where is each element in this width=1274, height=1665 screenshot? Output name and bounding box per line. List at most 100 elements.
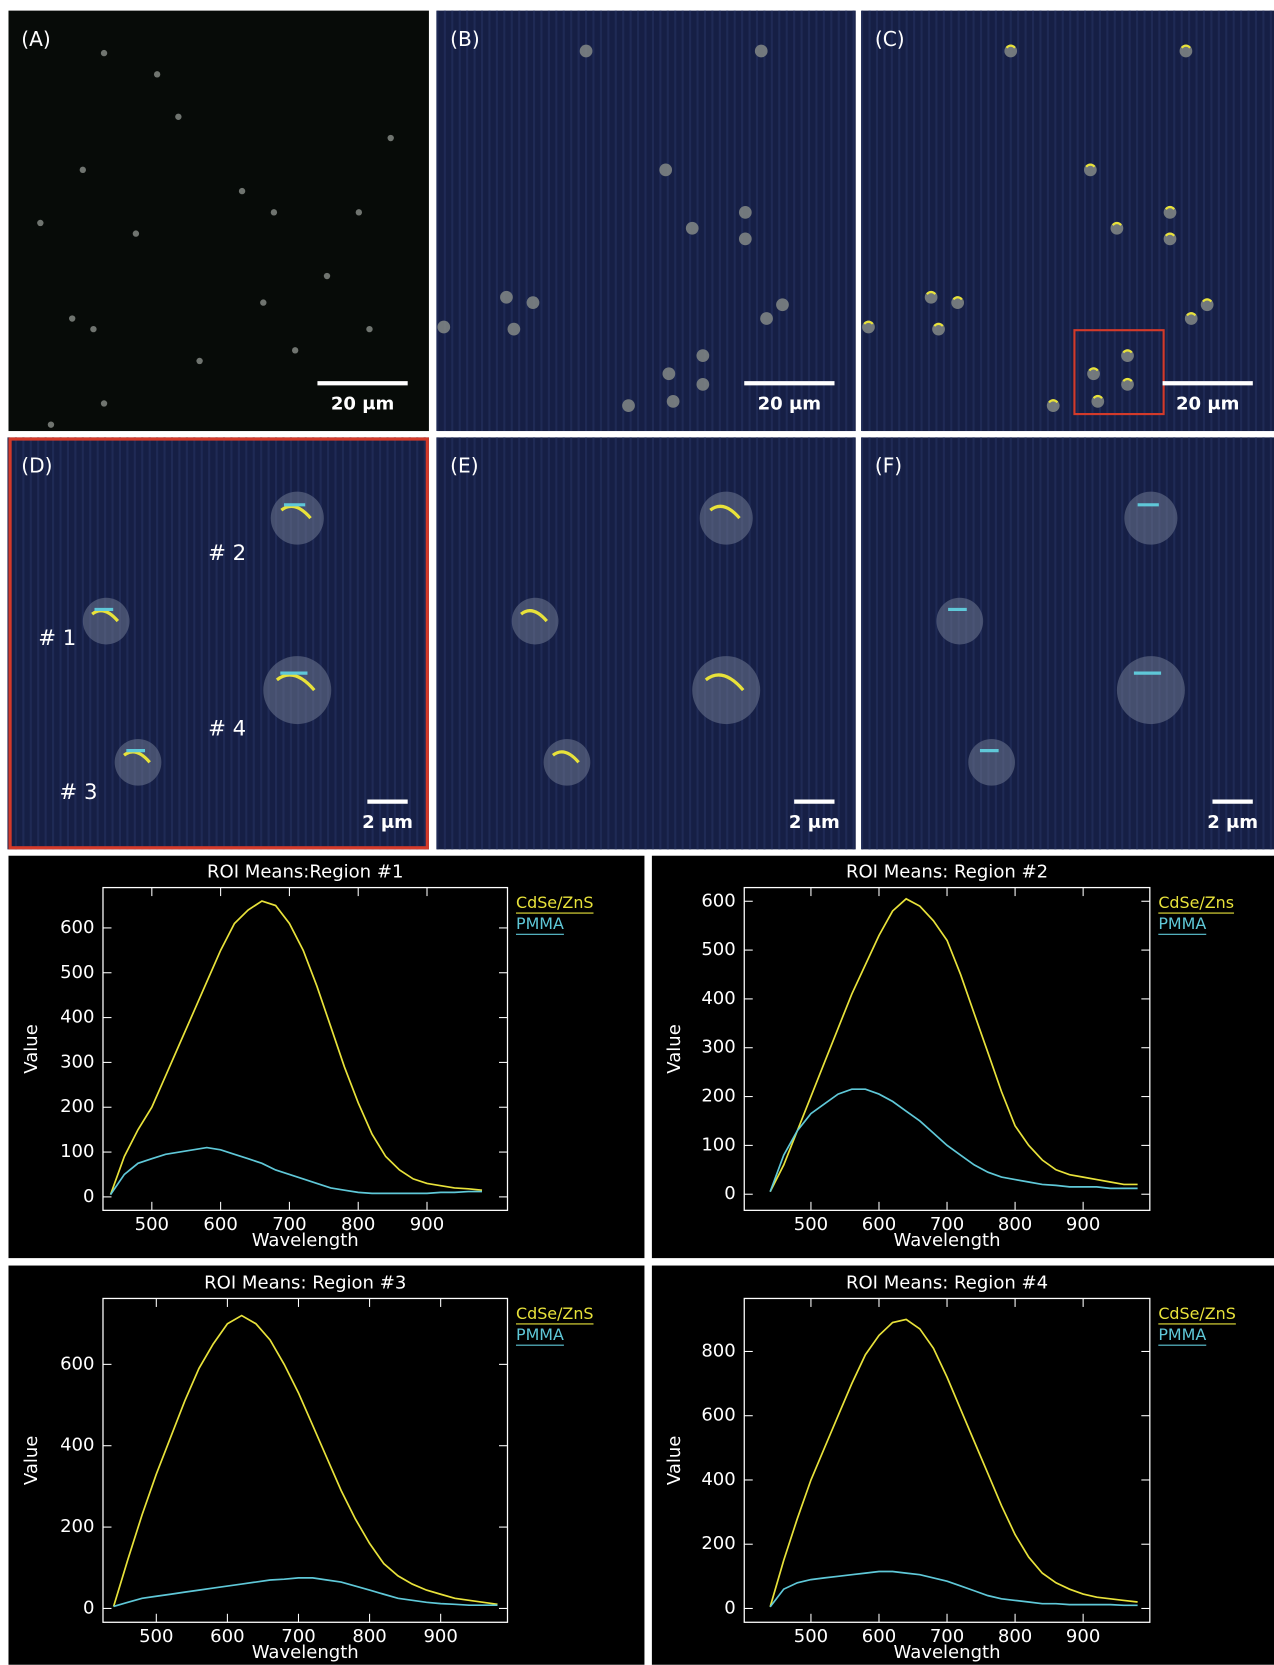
y-tick-label: 100 [60, 1141, 94, 1162]
x-tick-label: 800 [341, 1214, 375, 1235]
panel-label: (F) [875, 454, 902, 478]
spectrum-line [769, 1318, 1138, 1608]
x-tick-label: 600 [203, 1214, 237, 1235]
qd-signal [709, 504, 741, 520]
particle [738, 232, 752, 246]
spectrum-line [769, 1570, 1138, 1608]
particle [196, 357, 203, 365]
chart: ROI Means:Region #1 Wavelength Value 500 600… [8, 855, 645, 1259]
panel-label: (E) [450, 454, 478, 478]
spectrum-line [109, 900, 483, 1195]
particle-highlight [1048, 399, 1059, 404]
x-tick-label: 900 [1066, 1626, 1100, 1647]
qd-signal [280, 504, 312, 520]
region-label: # 3 [59, 780, 97, 805]
particle [387, 134, 394, 142]
particle [238, 187, 246, 195]
particle [696, 377, 710, 391]
y-tick-label: 400 [701, 1469, 735, 1490]
y-tick-label: 200 [701, 1533, 735, 1554]
particle [153, 71, 161, 78]
y-tick-label: 0 [724, 1597, 735, 1618]
legend-label: PMMA [1158, 1325, 1206, 1344]
panel-background [862, 10, 1274, 432]
x-tick-label: 500 [794, 1626, 828, 1647]
spectrum-line [113, 1577, 498, 1608]
particle [69, 315, 76, 322]
particle [437, 320, 451, 334]
microsphere [511, 597, 559, 645]
chart-background [651, 1265, 1274, 1665]
region-label: # 2 [208, 541, 246, 566]
particle-highlight [1164, 205, 1175, 210]
panel-label: (C) [875, 27, 905, 51]
particle [507, 322, 521, 336]
particle [47, 421, 55, 428]
qd-signal [123, 750, 151, 764]
scale-bar-label: 2 μm [1207, 812, 1258, 833]
panel-label: (A) [21, 27, 51, 51]
y-tick-label: 400 [60, 1435, 94, 1456]
microsphere [1116, 656, 1185, 725]
y-tick-label: 0 [83, 1597, 94, 1618]
scale-bar-label: 2 μm [362, 812, 413, 833]
particle-highlight [1122, 377, 1133, 382]
y-axis-label: Value [21, 1436, 42, 1486]
legend-label: CdSe/Zns [1158, 893, 1234, 912]
scale-bar-label: 20 μm [331, 394, 394, 415]
particle [366, 325, 373, 333]
particle-highlight [863, 320, 874, 325]
x-tick-label: 900 [423, 1626, 457, 1647]
y-axis-label: Value [664, 1436, 685, 1486]
spectrum-line [112, 1314, 498, 1607]
microsphere [699, 491, 753, 545]
particle [662, 367, 676, 381]
particle-highlight [1122, 349, 1133, 354]
y-tick-label: 600 [701, 890, 735, 911]
image-panel: (B) 20 μm [436, 10, 856, 432]
particle [696, 349, 710, 363]
y-tick-label: 200 [701, 1086, 735, 1107]
y-tick-label: 600 [60, 1353, 94, 1374]
y-axis-label: Value [664, 1024, 685, 1074]
particle [100, 400, 108, 407]
particle [132, 230, 140, 237]
qd-signal [91, 609, 120, 623]
x-tick-label: 800 [352, 1626, 386, 1647]
y-tick-label: 300 [60, 1051, 94, 1072]
microsphere [968, 738, 1015, 786]
y-tick-label: 0 [724, 1183, 735, 1204]
particle [579, 44, 593, 58]
plot-frame [102, 1297, 509, 1623]
y-tick-label: 500 [60, 962, 94, 983]
x-tick-label: 600 [862, 1214, 896, 1235]
x-tick-label: 700 [272, 1214, 306, 1235]
particle-highlight [1186, 312, 1197, 317]
y-tick-label: 800 [701, 1340, 735, 1361]
panel-background [862, 437, 1274, 850]
microsphere [936, 597, 984, 645]
particle-highlight [1088, 367, 1099, 372]
spectrum-line [109, 1146, 483, 1196]
particle-highlight [1005, 44, 1016, 49]
microsphere [543, 738, 591, 786]
particle [738, 205, 752, 219]
panel-border [8, 437, 429, 850]
particle-highlight [952, 296, 963, 301]
chart: ROI Means: Region #4 Wavelength Value 500 60… [651, 1265, 1274, 1665]
x-tick-label: 500 [139, 1626, 173, 1647]
particle-highlight [1180, 44, 1191, 49]
particle [37, 219, 44, 227]
particle [760, 312, 773, 325]
particle [100, 49, 108, 57]
particle-highlight [1085, 163, 1096, 168]
particle [355, 209, 363, 216]
chart: ROI Means: Region #2 Wavelength Value 500 60… [651, 855, 1274, 1259]
particle [526, 296, 540, 309]
x-axis-label: Wavelength [252, 1642, 359, 1663]
particle [500, 290, 513, 304]
spectrum-line [769, 1088, 1138, 1193]
microsphere [82, 597, 130, 645]
x-axis-label: Wavelength [894, 1230, 1001, 1251]
